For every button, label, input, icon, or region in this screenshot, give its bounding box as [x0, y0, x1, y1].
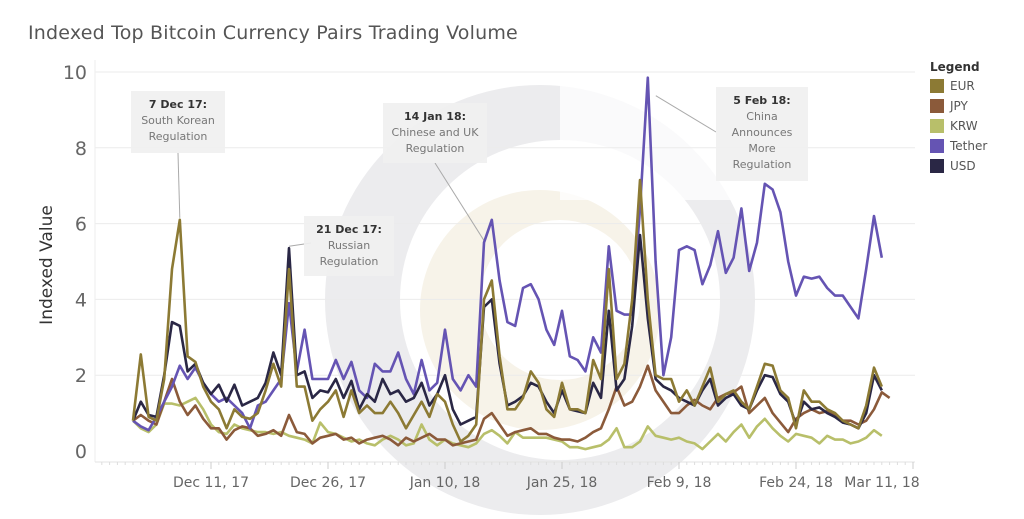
annotation-text: Russian Regulation [319, 239, 379, 268]
legend-swatch [930, 119, 944, 133]
y-axis: 0 2 4 6 8 10 [63, 60, 96, 463]
legend-item-eur[interactable]: EUR [930, 76, 987, 96]
annotation-china-more: 5 Feb 18: China Announces More Regulatio… [716, 87, 808, 181]
legend-swatch [930, 79, 944, 93]
y-tick-label: 4 [75, 289, 87, 311]
series-line-eur [131, 178, 884, 443]
series-line-krw [132, 396, 883, 451]
y-tick-label: 6 [75, 214, 87, 236]
legend-label: USD [950, 159, 976, 173]
annotation-leader-line [655, 95, 717, 133]
x-tick-label: Dec 11, 17 [173, 475, 249, 491]
legend-item-krw[interactable]: KRW [930, 116, 987, 136]
y-tick-label: 2 [75, 365, 87, 387]
legend: Legend EUR JPY KRW Tether USD [930, 60, 987, 176]
legend-label: KRW [950, 119, 978, 133]
annotation-date: 21 Dec 17: [316, 223, 382, 236]
annotation-russia: 21 Dec 17: Russian Regulation [304, 216, 394, 276]
x-tick-label: Feb 9, 18 [647, 475, 712, 491]
annotation-date: 5 Feb 18: [733, 94, 791, 107]
legend-item-jpy[interactable]: JPY [930, 96, 987, 116]
annotation-text: Chinese and UK Regulation [391, 126, 479, 155]
legend-label: EUR [950, 79, 975, 93]
y-tick-label: 10 [63, 62, 87, 84]
legend-label: Tether [950, 139, 988, 153]
annotation-text: China Announces More Regulation [731, 110, 793, 171]
annotation-text: South Korean Regulation [141, 114, 215, 143]
annotation-china-uk: 14 Jan 18: Chinese and UK Regulation [383, 103, 487, 163]
x-tick-label: Jan 10, 18 [409, 475, 481, 491]
x-axis: Dec 11, 17 Dec 26, 17 Jan 10, 18 Jan 25, 18… [95, 461, 920, 491]
legend-title: Legend [930, 60, 980, 74]
legend-label: JPY [950, 99, 968, 113]
y-tick-label: 0 [75, 441, 87, 463]
legend-swatch [930, 139, 944, 153]
chart-title: Indexed Top Bitcoin Currency Pairs Tradi… [28, 22, 518, 44]
y-tick-label: 8 [75, 138, 87, 160]
series-line-tether [132, 76, 884, 432]
x-tick-label: Dec 26, 17 [290, 475, 366, 491]
x-tick-label: Jan 25, 18 [526, 475, 598, 491]
annotation-leader-line [177, 152, 181, 218]
x-tick-label: Mar 11, 18 [844, 475, 919, 491]
gridlines [95, 71, 915, 376]
legend-swatch [930, 99, 944, 113]
series-lines [131, 76, 891, 451]
annotation-south-korea: 7 Dec 17: South Korean Regulation [131, 91, 225, 153]
legend-item-tether[interactable]: Tether [930, 136, 987, 156]
x-tick-label: Feb 24, 18 [759, 475, 833, 491]
legend-item-usd[interactable]: USD [930, 156, 987, 176]
annotation-leader-line [434, 162, 485, 241]
legend-swatch [930, 159, 944, 173]
y-axis-label: Indexed Value [37, 205, 57, 325]
series-line-jpy [132, 364, 891, 447]
annotation-date: 14 Jan 18: [403, 110, 467, 123]
annotation-date: 7 Dec 17: [148, 98, 208, 111]
